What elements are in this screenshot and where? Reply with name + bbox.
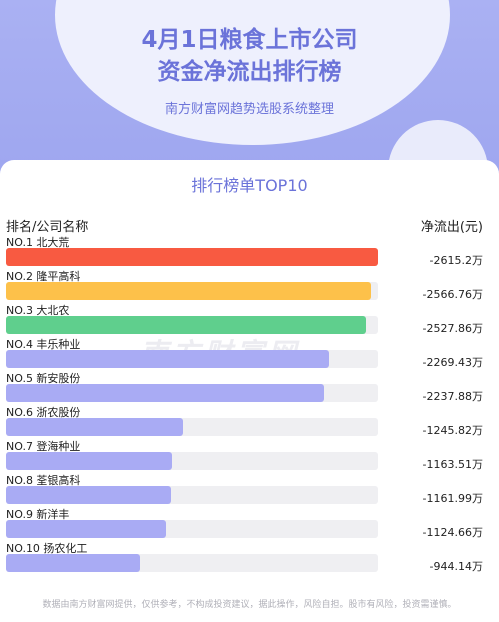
ranking-card: 排行榜单TOP10 排名/公司名称 净流出(元) 南方财富网 NO.1 北大荒-…	[0, 160, 499, 622]
page-title-line1: 4月1日粮食上市公司	[141, 27, 358, 53]
bar-track	[6, 316, 378, 334]
bar	[6, 520, 166, 538]
bar-value-label: -2269.43万	[422, 356, 483, 369]
page-title-line2: 资金净流出排行榜	[157, 59, 342, 85]
bar-value-label: -2566.76万	[422, 288, 483, 301]
column-header-outflow: 净流出(元)	[420, 220, 483, 235]
bar	[6, 554, 140, 572]
bar	[6, 248, 378, 266]
bar-track	[6, 486, 378, 504]
bar-label: NO.8 荃银高科	[6, 474, 81, 487]
bar-label: NO.1 北大荒	[6, 236, 70, 249]
bar-value-label: -1245.82万	[422, 424, 483, 437]
bar-value-label: -2615.2万	[429, 254, 483, 267]
bar-label: NO.4 丰乐种业	[6, 338, 81, 351]
bar-track	[6, 248, 378, 266]
bar-value-label: -2237.88万	[422, 390, 483, 403]
column-header-company: 排名/公司名称	[6, 220, 89, 235]
bar-label: NO.10 扬农化工	[6, 542, 88, 555]
bar-value-label: -1163.51万	[422, 458, 483, 471]
bar-label: NO.9 新洋丰	[6, 508, 70, 521]
bar	[6, 418, 183, 436]
bar	[6, 384, 324, 402]
footer-disclaimer: 数据由南方财富网提供，仅供参考，不构成投资建议，据此操作，风险自担。股市有风险，…	[42, 600, 457, 610]
bar-label: NO.3 大北农	[6, 304, 70, 317]
bar	[6, 350, 329, 368]
bar-label: NO.7 登海种业	[6, 440, 81, 453]
bar	[6, 316, 366, 334]
bar	[6, 486, 171, 504]
bar-track	[6, 520, 378, 538]
bar-track	[6, 418, 378, 436]
header-banner: 4月1日粮食上市公司 资金净流出排行榜 南方财富网趋势选股系统整理	[0, 0, 499, 180]
card-title: 排行榜单TOP10	[191, 176, 308, 195]
bar-value-label: -944.14万	[429, 560, 483, 573]
page-subtitle: 南方财富网趋势选股系统整理	[164, 102, 334, 117]
bar-label: NO.2 隆平高科	[6, 270, 81, 283]
bar-value-label: -1124.66万	[422, 526, 483, 539]
bar	[6, 452, 172, 470]
bar-track	[6, 554, 378, 572]
bar-chart: NO.1 北大荒 -2615.2万 NO.2 隆平高科 -2566.76万 NO.3 大…	[0, 160, 499, 622]
bar-track	[6, 350, 378, 368]
bar-label: NO.5 新安股份	[6, 372, 81, 385]
bar-track	[6, 452, 378, 470]
bar-track	[6, 384, 378, 402]
bar-label: NO.6 浙农股份	[6, 406, 81, 419]
bar-value-label: -1161.99万	[422, 492, 483, 505]
bar-track	[6, 282, 378, 300]
bar	[6, 282, 371, 300]
bar-value-label: -2527.86万	[422, 322, 483, 335]
